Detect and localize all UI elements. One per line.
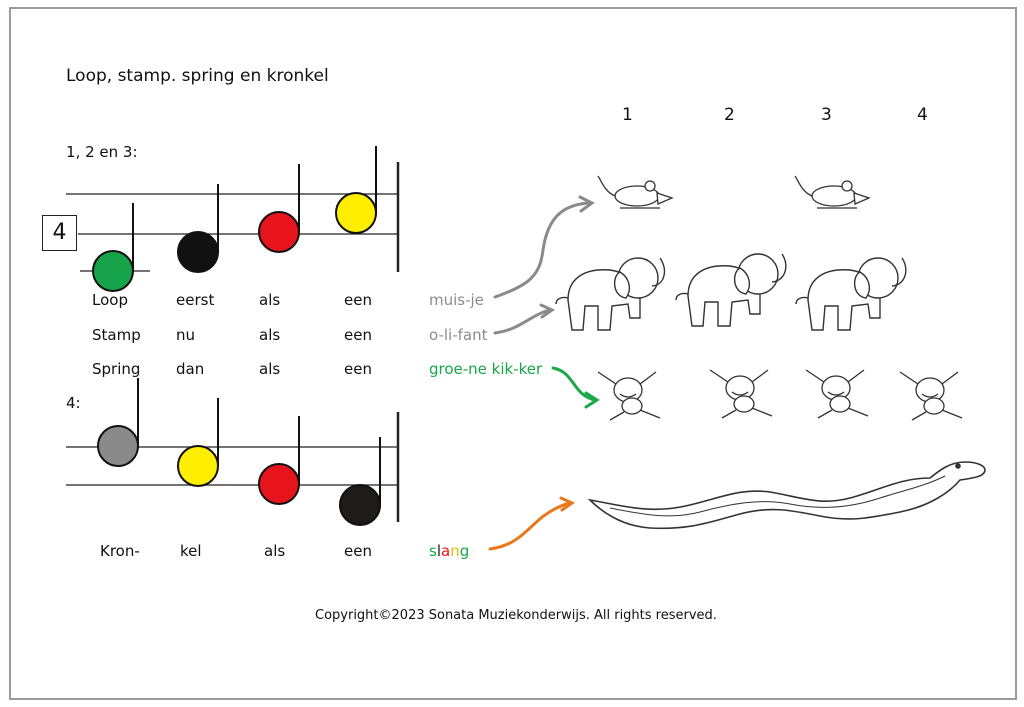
- copyright: Copyright©2023 Sonata Muziekonderwijs. A…: [315, 608, 717, 623]
- staff-2-notes: [97, 378, 381, 526]
- beat-number-4: 4: [917, 105, 928, 125]
- staff-1: [66, 162, 400, 272]
- arrow-frog: [551, 366, 597, 402]
- mouse-icon: [597, 175, 674, 209]
- lyric-word: als: [259, 326, 281, 344]
- lyric-animal-elephant: o-li-fant: [429, 326, 488, 344]
- lyric-word: als: [259, 291, 281, 309]
- section-label-4: 4:: [66, 394, 81, 412]
- lyric-animal-frog: groe-ne kik-ker: [429, 360, 543, 378]
- frog-icon: [597, 371, 661, 421]
- note-gray: [97, 425, 139, 467]
- lyric-animal-mouse: muis-je: [429, 291, 484, 309]
- frog-icon: [899, 371, 963, 421]
- elephant-icon: [795, 257, 907, 331]
- lyric-word: Stamp: [92, 326, 141, 344]
- arrow-mouse: [493, 201, 590, 299]
- lyric-word: als: [264, 542, 286, 560]
- slang-letter: a: [441, 542, 451, 560]
- lyric-word: eerst: [176, 291, 215, 309]
- page-frame: [9, 7, 1017, 700]
- note-dark: [339, 484, 381, 526]
- slang-letter: l: [436, 542, 441, 560]
- lyric-word: Spring: [92, 360, 141, 378]
- note-yellow: [335, 192, 377, 234]
- beat-number-2: 2: [724, 105, 735, 125]
- note-black: [177, 231, 219, 273]
- elephant-icon: [555, 257, 666, 331]
- lyric-word: Kron-: [100, 542, 140, 560]
- lyric-word: dan: [176, 360, 205, 378]
- mouse-icon: [794, 175, 871, 209]
- lyric-word: Loop: [92, 291, 128, 309]
- elephant-icon: [675, 253, 787, 327]
- snake-icon: [587, 461, 986, 530]
- slang-letter: g: [459, 542, 470, 560]
- section-label-1-2-3: 1, 2 en 3:: [66, 143, 138, 161]
- frog-icon: [709, 369, 773, 419]
- lyric-word: een: [344, 291, 372, 309]
- slang-letter: s: [429, 542, 437, 560]
- arrow-snake: [488, 501, 572, 551]
- note-yellow: [177, 445, 219, 487]
- staff-1-notes: [92, 146, 377, 292]
- lyric-animal-snake: slang: [429, 542, 469, 560]
- beat-number-1: 1: [622, 105, 633, 125]
- lyric-word: een: [344, 542, 372, 560]
- beat-number-3: 3: [821, 105, 832, 125]
- lyric-word: kel: [180, 542, 202, 560]
- lyric-word: als: [259, 360, 281, 378]
- page-title: Loop, stamp. spring en kronkel: [66, 66, 329, 86]
- lyric-word: een: [344, 360, 372, 378]
- lyric-word: nu: [176, 326, 196, 344]
- time-signature: 4: [42, 215, 77, 251]
- slang-letter: n: [450, 542, 460, 560]
- note-green: [92, 250, 134, 292]
- frog-icon: [805, 369, 869, 419]
- note-red: [258, 211, 300, 253]
- arrow-elephant: [493, 308, 552, 335]
- note-red: [258, 463, 300, 505]
- lyric-word: een: [344, 326, 372, 344]
